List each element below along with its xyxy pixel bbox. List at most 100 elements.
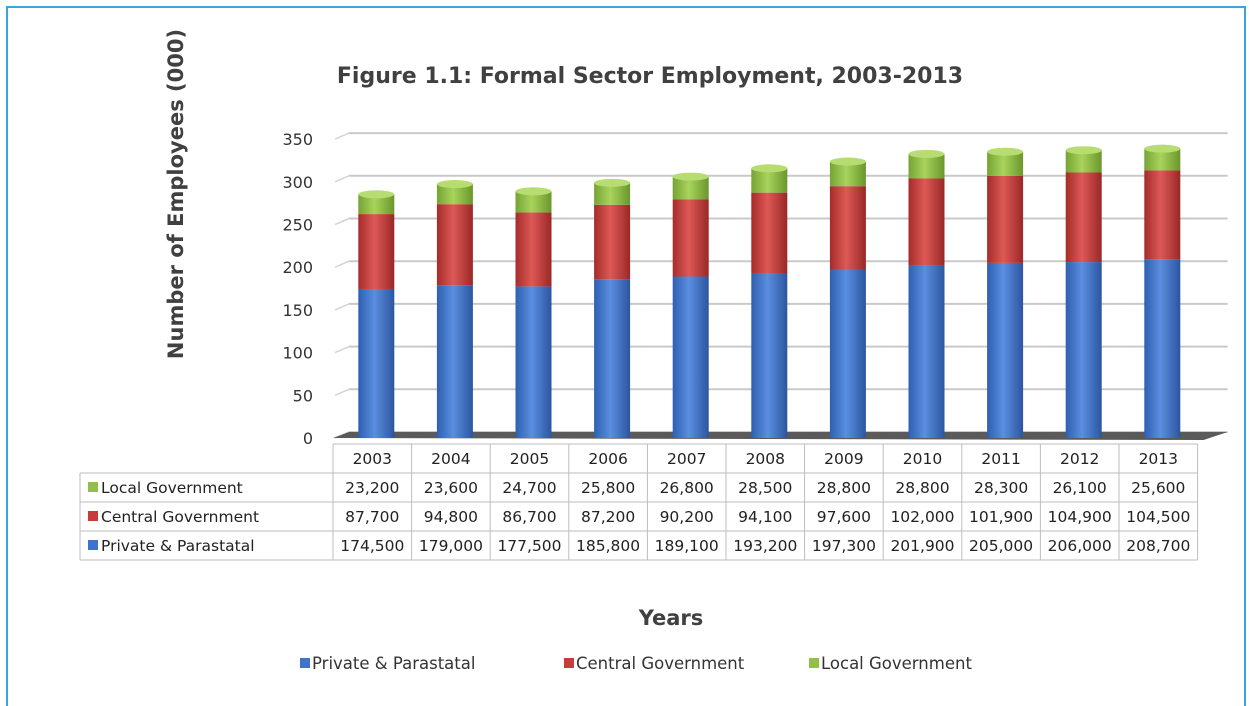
- table-cell: 101,900: [969, 508, 1033, 526]
- bar-central-government-2010: [908, 178, 945, 266]
- bar-local-government-2005: [515, 191, 552, 213]
- y-tick-label: 100: [282, 344, 313, 363]
- bar-local-government-2012: [1065, 150, 1102, 173]
- bar-top-cap: [908, 149, 945, 158]
- bar-local-government-2013: [1144, 148, 1181, 171]
- y-axis-title: Number of Employees (000): [164, 29, 188, 359]
- bars: [358, 144, 1181, 438]
- table-cell: 25,600: [1131, 479, 1185, 497]
- bar-top-cap: [1065, 146, 1102, 155]
- x-axis-title: Years: [638, 606, 704, 630]
- y-tick-label: 200: [282, 258, 313, 277]
- gridline-side: [334, 303, 350, 311]
- bar-private-parastatal-2012: [1065, 262, 1102, 438]
- table-row-label: Central Government: [101, 508, 259, 526]
- table-cell: 26,100: [1053, 479, 1107, 497]
- bar-central-government-2007: [672, 199, 709, 277]
- table-cell: 208,700: [1126, 537, 1190, 555]
- bar-central-government-2003: [358, 214, 395, 289]
- table-legend-key: [88, 482, 98, 492]
- table-cell: 174,500: [340, 537, 404, 555]
- bar-local-government-2011: [987, 151, 1024, 176]
- table-cell: 87,200: [581, 508, 635, 526]
- bar-private-parastatal-2009: [829, 269, 866, 438]
- table-cell: 104,500: [1126, 508, 1190, 526]
- x-tick-label: 2011: [981, 450, 1020, 468]
- x-tick-label: 2010: [903, 450, 942, 468]
- bar-top-cap: [829, 157, 866, 166]
- x-tick-label: 2005: [510, 450, 549, 468]
- y-tick-label: 0: [303, 429, 313, 448]
- bar-central-government-2009: [829, 186, 866, 270]
- gridline-side: [334, 388, 350, 396]
- table-cell: 205,000: [969, 537, 1033, 555]
- y-tick-label: 250: [282, 216, 313, 235]
- bar-top-cap: [672, 172, 709, 181]
- table-cell: 28,800: [895, 479, 949, 497]
- legend-label: Private & Parastatal: [312, 654, 475, 673]
- gridline-side: [334, 175, 350, 183]
- table-row-label: Private & Parastatal: [101, 537, 255, 555]
- table-cell: 87,700: [345, 508, 399, 526]
- table-cell: 90,200: [660, 508, 714, 526]
- gridline-side: [334, 345, 350, 354]
- table-cell: 185,800: [576, 537, 640, 555]
- x-tick-label: 2013: [1139, 450, 1178, 468]
- table-cell: 201,900: [890, 537, 954, 555]
- bar-local-government-2004: [436, 184, 473, 205]
- x-tick-label: 2004: [431, 450, 470, 468]
- table-cell: 197,300: [812, 537, 876, 555]
- x-tick-label: 2009: [824, 450, 863, 468]
- bar-local-government-2006: [594, 182, 631, 205]
- legend-swatch: [564, 658, 574, 668]
- x-tick-label: 2007: [667, 450, 706, 468]
- data-table: 2003 2004 2005 2006 2007 2008 2009 2010 2011 2012…: [79, 443, 1199, 561]
- table-cell: 86,700: [502, 508, 556, 526]
- bar-top-cap: [1144, 144, 1181, 153]
- table-cell: 23,200: [345, 479, 399, 497]
- bar-private-parastatal-2008: [751, 273, 788, 438]
- gridline-side: [334, 132, 350, 140]
- bar-local-government-2008: [751, 168, 788, 193]
- bar-central-government-2013: [1144, 170, 1181, 260]
- bar-private-parastatal-2013: [1144, 259, 1181, 438]
- bar-private-parastatal-2011: [987, 262, 1024, 438]
- table-legend-key: [88, 511, 98, 521]
- table-cell: 28,300: [974, 479, 1028, 497]
- legend-label: Local Government: [821, 654, 972, 673]
- bar-top-cap: [358, 190, 395, 199]
- bar-private-parastatal-2005: [515, 286, 552, 438]
- x-tick-label: 2012: [1060, 450, 1099, 468]
- table-cell: 94,100: [738, 508, 792, 526]
- table-cell: 94,800: [424, 508, 478, 526]
- table-cell: 25,800: [581, 479, 635, 497]
- bar-central-government-2005: [515, 212, 552, 287]
- table-cell: 193,200: [733, 537, 797, 555]
- table-cell: 102,000: [890, 508, 954, 526]
- gridline-side: [334, 217, 350, 226]
- table-cell: 189,100: [655, 537, 719, 555]
- table-cell: 28,800: [817, 479, 871, 497]
- bar-central-government-2004: [436, 204, 473, 286]
- bar-local-government-2003: [358, 194, 395, 215]
- bar-local-government-2007: [672, 176, 709, 200]
- bar-top-cap: [751, 164, 788, 173]
- table-cell: 206,000: [1048, 537, 1112, 555]
- y-tick-label: 50: [293, 386, 313, 405]
- bar-central-government-2012: [1065, 172, 1102, 263]
- bar-private-parastatal-2006: [594, 279, 631, 438]
- bar-private-parastatal-2010: [908, 265, 945, 438]
- x-tick-label: 2008: [746, 450, 785, 468]
- table-cell: 97,600: [817, 508, 871, 526]
- table-row-label: Local Government: [101, 479, 243, 497]
- legend-label: Central Government: [576, 654, 745, 673]
- bar-top-cap: [515, 187, 552, 196]
- table-cell: 24,700: [502, 479, 556, 497]
- chart-frame: Figure 1.1: Formal Sector Employment, 20…: [6, 6, 1246, 706]
- x-tick-label: 2003: [353, 450, 392, 468]
- bar-central-government-2006: [594, 204, 631, 280]
- table-legend-key: [88, 540, 98, 550]
- table-cell: 177,500: [497, 537, 561, 555]
- y-axis-ticks: 0 50 100 150 200 250 300 350: [282, 130, 313, 448]
- legend-swatch: [300, 658, 310, 668]
